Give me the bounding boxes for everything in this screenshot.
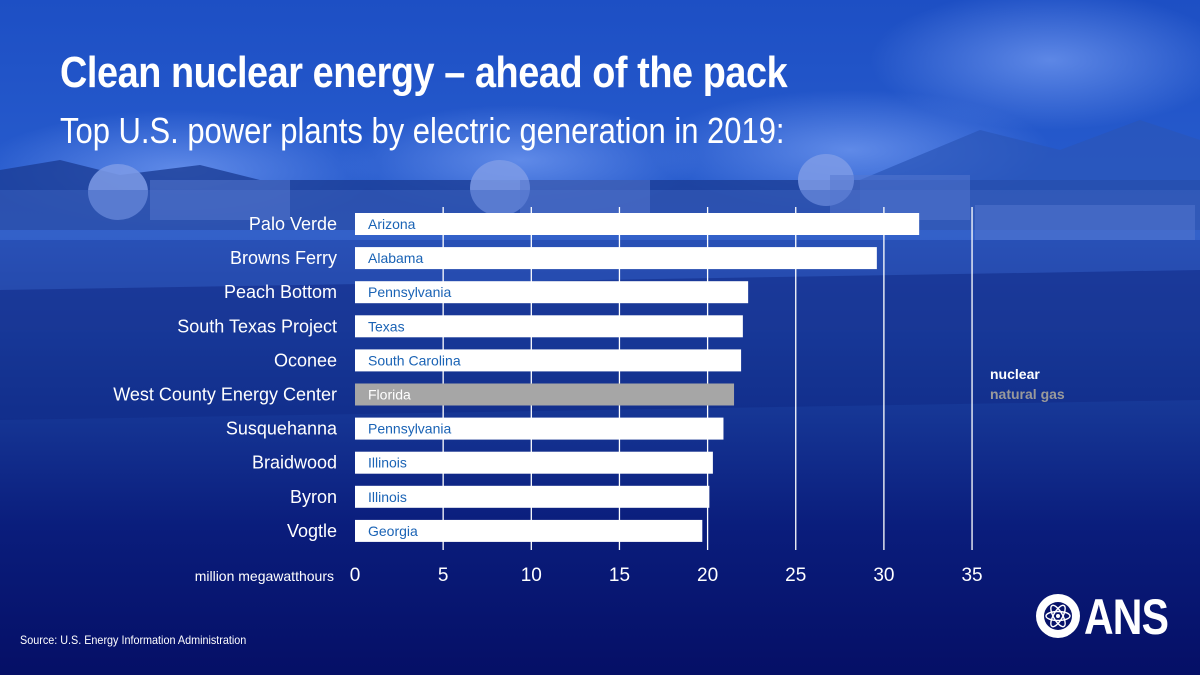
x-axis-label: million megawatthours <box>195 568 334 584</box>
bar <box>355 451 713 474</box>
x-tick-label: 5 <box>438 565 449 586</box>
bar <box>355 247 877 270</box>
category-label: Susquehanna <box>226 419 338 439</box>
legend-item-natural-gas: natural gas <box>990 386 1065 402</box>
category-label: West County Energy Center <box>113 385 337 405</box>
x-tick-label: 0 <box>350 565 361 586</box>
state-label: Illinois <box>368 455 407 471</box>
bars <box>355 213 920 542</box>
category-label: Oconee <box>274 350 337 370</box>
category-label: Vogtle <box>287 521 337 541</box>
category-label: Browns Ferry <box>230 248 337 268</box>
bar <box>355 213 920 235</box>
x-tick-labels: 0 5 10 15 20 25 30 35 <box>350 565 983 586</box>
x-tick-label: 35 <box>961 565 982 586</box>
bar <box>355 349 742 372</box>
chart-title: Clean nuclear energy – ahead of the pack <box>60 48 788 97</box>
state-label: Arizona <box>368 216 416 232</box>
category-label: Byron <box>290 487 337 507</box>
bar <box>355 383 735 406</box>
state-label: Texas <box>368 318 405 334</box>
bar <box>355 417 724 440</box>
x-tick-label: 30 <box>873 565 894 586</box>
state-labels: Arizona Alabama Pennsylvania Texas South Car… <box>368 216 461 539</box>
category-label: Braidwood <box>252 453 337 473</box>
state-label: Pennsylvania <box>368 421 451 437</box>
bar <box>355 485 710 508</box>
state-label: Georgia <box>368 523 418 539</box>
state-label: Alabama <box>368 250 423 266</box>
legend: nuclear natural gas <box>990 364 1065 404</box>
legend-item-nuclear: nuclear <box>990 366 1040 382</box>
category-label: Peach Bottom <box>224 282 337 302</box>
category-label: South Texas Project <box>177 316 337 336</box>
category-labels: Palo Verde Browns Ferry Peach Bottom South … <box>113 214 338 541</box>
state-label: Pennsylvania <box>368 284 451 300</box>
bar <box>355 519 703 542</box>
bar <box>355 315 743 338</box>
category-label: Palo Verde <box>249 214 337 234</box>
bar <box>355 281 749 304</box>
state-label: South Carolina <box>368 352 461 368</box>
x-tick-label: 20 <box>697 565 718 586</box>
chart-subtitle: Top U.S. power plants by electric genera… <box>60 110 785 151</box>
x-tick-label: 15 <box>609 565 630 586</box>
ans-logo: ANS <box>1034 589 1174 650</box>
x-tick-label: 10 <box>521 565 542 586</box>
state-label: Illinois <box>368 489 407 505</box>
source-note: Source: U.S. Energy Information Administ… <box>20 633 247 647</box>
ans-logo-text: ANS <box>1084 589 1169 645</box>
x-tick-label: 25 <box>785 565 806 586</box>
ans-seal-icon <box>1036 594 1080 638</box>
state-label: Florida <box>368 387 411 403</box>
